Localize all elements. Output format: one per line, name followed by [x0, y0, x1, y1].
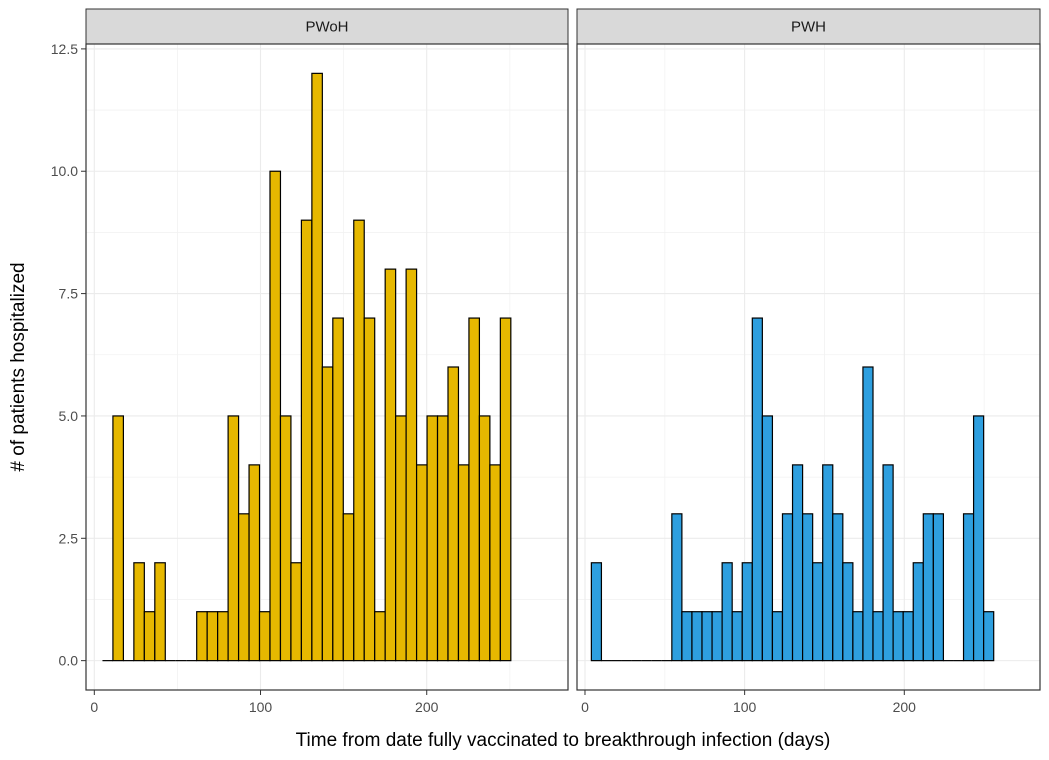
- facet-strip-label: PWH: [791, 19, 826, 36]
- histogram-bar: [691, 611, 703, 662]
- y-axis-title: # of patients hospitalized: [8, 262, 29, 471]
- histogram-bar: [590, 562, 603, 662]
- histogram-bar: [457, 464, 470, 662]
- histogram-bar: [258, 611, 271, 662]
- histogram-bar: [269, 170, 282, 662]
- y-tick-label: 7.5: [59, 286, 79, 302]
- histogram-bar: [321, 366, 334, 662]
- histogram-bar: [436, 415, 449, 662]
- histogram-bar: [972, 415, 985, 662]
- histogram-bar: [681, 611, 693, 662]
- histogram-bar: [395, 415, 407, 662]
- histogram-bar: [892, 611, 904, 662]
- histogram-bar: [791, 464, 804, 662]
- histogram-bar: [311, 72, 323, 662]
- histogram-bar: [112, 415, 124, 662]
- histogram-bar: [761, 415, 774, 662]
- histogram-bar: [852, 611, 864, 662]
- x-tick-label: 200: [893, 699, 917, 715]
- histogram-bar: [332, 317, 344, 662]
- histogram-bar: [932, 513, 945, 662]
- histogram-bar: [342, 513, 355, 662]
- histogram-bar: [832, 513, 844, 662]
- y-tick-label: 0.0: [59, 653, 79, 669]
- histogram-bar: [912, 562, 924, 662]
- panel-border: [85, 43, 569, 691]
- x-tick-label: 0: [581, 699, 589, 715]
- histogram-bar: [489, 464, 501, 662]
- histogram-bar: [290, 562, 303, 662]
- panel-border: [576, 43, 1041, 691]
- histogram-bar: [822, 464, 834, 662]
- y-tick-label: 5.0: [59, 408, 79, 424]
- histogram-bar: [812, 562, 824, 662]
- histogram-bar: [227, 415, 240, 662]
- histogram-bar: [405, 268, 418, 662]
- facet-strip: [576, 8, 1041, 45]
- histogram-bar: [781, 513, 794, 662]
- y-tick-label: 10.0: [51, 163, 78, 179]
- histogram-bar: [279, 415, 292, 662]
- x-tick-label: 0: [90, 699, 98, 715]
- histogram-bar: [671, 513, 683, 662]
- histogram-bar: [133, 562, 145, 662]
- histogram-bar: [842, 562, 854, 662]
- histogram-bar: [468, 317, 481, 662]
- histogram-bar: [196, 611, 208, 662]
- histogram-bar: [882, 464, 894, 662]
- histogram-bar: [248, 464, 261, 662]
- histogram-bar: [154, 562, 166, 662]
- histogram-bar: [771, 611, 784, 662]
- histogram-bar: [872, 611, 884, 662]
- x-tick-label: 100: [249, 699, 273, 715]
- histogram-bar: [143, 611, 156, 662]
- histogram-bar: [983, 611, 995, 662]
- histogram-bar: [902, 611, 914, 662]
- histogram-bar: [731, 611, 743, 662]
- histogram-bar: [374, 611, 386, 662]
- histogram-bar: [741, 562, 753, 662]
- histogram-bar: [862, 366, 874, 662]
- histogram-bar: [300, 219, 313, 662]
- histogram-bar: [426, 415, 439, 662]
- histogram-bar: [363, 317, 376, 662]
- x-axis-title: Time from date fully vaccinated to break…: [296, 730, 831, 751]
- histogram-bar: [217, 611, 229, 662]
- histogram-bar: [499, 317, 512, 662]
- histogram-bar: [384, 268, 397, 662]
- histogram-bar: [415, 464, 428, 662]
- facet-strip-label: PWoH: [305, 19, 348, 36]
- histogram-bar: [478, 415, 491, 662]
- histogram-bar: [711, 611, 723, 662]
- histogram-bar: [206, 611, 219, 662]
- x-tick-label: 100: [733, 699, 757, 715]
- histogram-bar: [353, 219, 365, 662]
- x-tick-label: 200: [415, 699, 439, 715]
- histogram-bar: [721, 562, 733, 662]
- histogram-bar: [962, 513, 975, 662]
- histogram-bar: [447, 366, 460, 662]
- histogram-bar: [922, 513, 934, 662]
- histogram-bar: [237, 513, 250, 662]
- histogram-bar: [801, 513, 814, 662]
- histogram-bar: [701, 611, 713, 662]
- y-tick-label: 2.5: [59, 530, 79, 546]
- y-tick-label: 12.5: [51, 41, 78, 57]
- histogram-bar: [751, 317, 763, 662]
